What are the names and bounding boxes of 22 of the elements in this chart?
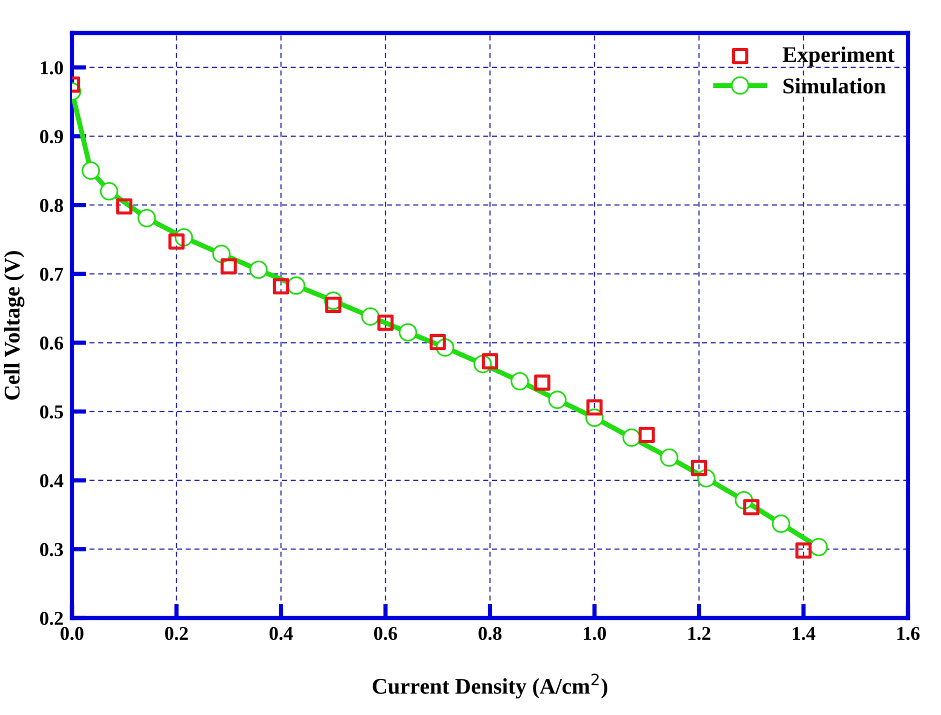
y-tick-label: 0.2	[40, 612, 63, 626]
y-tick-label: 0.7	[40, 268, 64, 281]
y-axis-title: Cell Voltage (V)	[4, 251, 24, 400]
x-tick-label: 0.4	[270, 626, 293, 640]
x-tick-label: 0.8	[478, 626, 502, 640]
legend-label: Simulation	[784, 78, 886, 94]
text: 1.0	[40, 61, 63, 74]
x-tick-label: 1.6	[897, 626, 920, 640]
y-tick-label: 0.4	[40, 474, 64, 488]
text: 1.0	[584, 626, 606, 640]
y-tick-label: 0.5	[40, 405, 63, 419]
x-axis-title: Current Density (A/cm$^{2}$)	[372, 674, 608, 698]
x-tick-label: 1.2	[688, 626, 710, 640]
x-tick-label: 0.2	[165, 626, 188, 640]
text: 0.0	[60, 626, 84, 640]
x-tick-label: 1.4	[792, 626, 816, 640]
y-tick-label: 0.6	[40, 336, 64, 350]
y-tick-label: 0.3	[40, 542, 63, 556]
y-tick-label: 0.8	[40, 198, 64, 212]
legend-label: Experiment	[782, 46, 895, 67]
x-tick-label: 0.6	[374, 626, 398, 640]
y-tick-label: 0.9	[40, 130, 63, 144]
